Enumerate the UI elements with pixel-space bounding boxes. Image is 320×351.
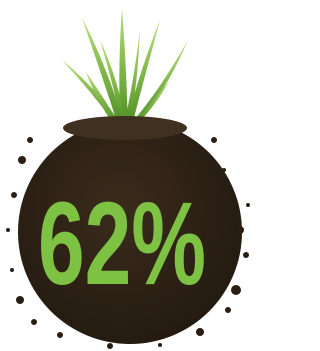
grass — [62, 8, 188, 125]
stat-value: 62% — [38, 178, 206, 310]
page: 62% (() => { const data = JSON.parse(doc… — [0, 0, 254, 351]
soil-illustration: 62% — [0, 0, 254, 351]
